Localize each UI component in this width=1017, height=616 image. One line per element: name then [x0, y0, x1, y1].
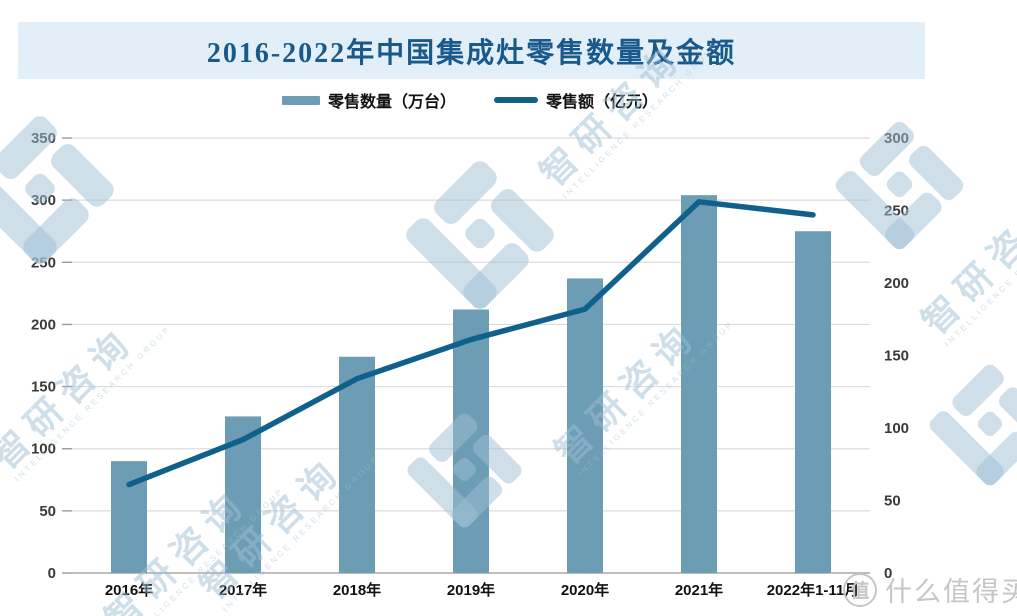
page-title: 2016-2022年中国集成灶零售数量及金额 — [206, 37, 737, 69]
line-series-swatch — [494, 97, 538, 103]
left-axis-tick-label: 250 — [31, 254, 56, 271]
retail-amount-line — [126, 199, 816, 488]
right-axis-tick-label: 300 — [884, 130, 909, 147]
legend-label: 零售额（亿元） — [546, 94, 659, 111]
chart-legend: 零售数量（万台） 零售额（亿元） — [0, 88, 940, 112]
right-axis-tick-label: 50 — [884, 493, 901, 510]
left-axis-tick-label: 100 — [31, 441, 56, 458]
bar-series-swatch — [281, 95, 320, 105]
title-banner: 2016-2022年中国集成灶零售数量及金额 — [18, 22, 925, 79]
legend-item-retail-amount: 零售额（亿元） — [494, 88, 658, 112]
left-axis-tick-label: 150 — [31, 379, 56, 396]
left-axis-tick-label: 50 — [39, 503, 56, 520]
right-axis-tick-label: 150 — [884, 348, 909, 365]
bar-2018年 — [339, 356, 375, 573]
x-axis-label: 2017年 — [219, 581, 267, 599]
bar-2020年 — [567, 278, 603, 573]
x-axis-label: 2022年1-11月 — [767, 581, 860, 599]
bar-2021年 — [681, 195, 717, 573]
bar-2019年 — [453, 309, 489, 573]
right-axis-tick-label: 100 — [884, 420, 909, 437]
x-axis-label: 2019年 — [447, 581, 495, 599]
left-axis-tick-label: 0 — [48, 565, 56, 582]
legend-label: 零售数量（万台） — [327, 94, 456, 111]
left-axis-tick-label: 300 — [31, 192, 56, 209]
bar-2022年1-11月 — [795, 231, 831, 573]
x-axis-label: 2021年 — [675, 581, 723, 599]
x-axis-label: 2020年 — [561, 581, 609, 599]
right-axis-tick-label: 200 — [884, 275, 909, 292]
x-axis-label: 2016年 — [105, 581, 153, 599]
x-axis-label: 2018年 — [333, 581, 381, 599]
right-axis-tick-label: 0 — [884, 565, 892, 582]
left-axis-tick-label: 200 — [31, 316, 56, 333]
right-axis-tick-label: 250 — [884, 203, 909, 220]
legend-item-retail-quantity: 零售数量（万台） — [281, 88, 456, 112]
left-axis-tick-label: 350 — [31, 130, 56, 147]
